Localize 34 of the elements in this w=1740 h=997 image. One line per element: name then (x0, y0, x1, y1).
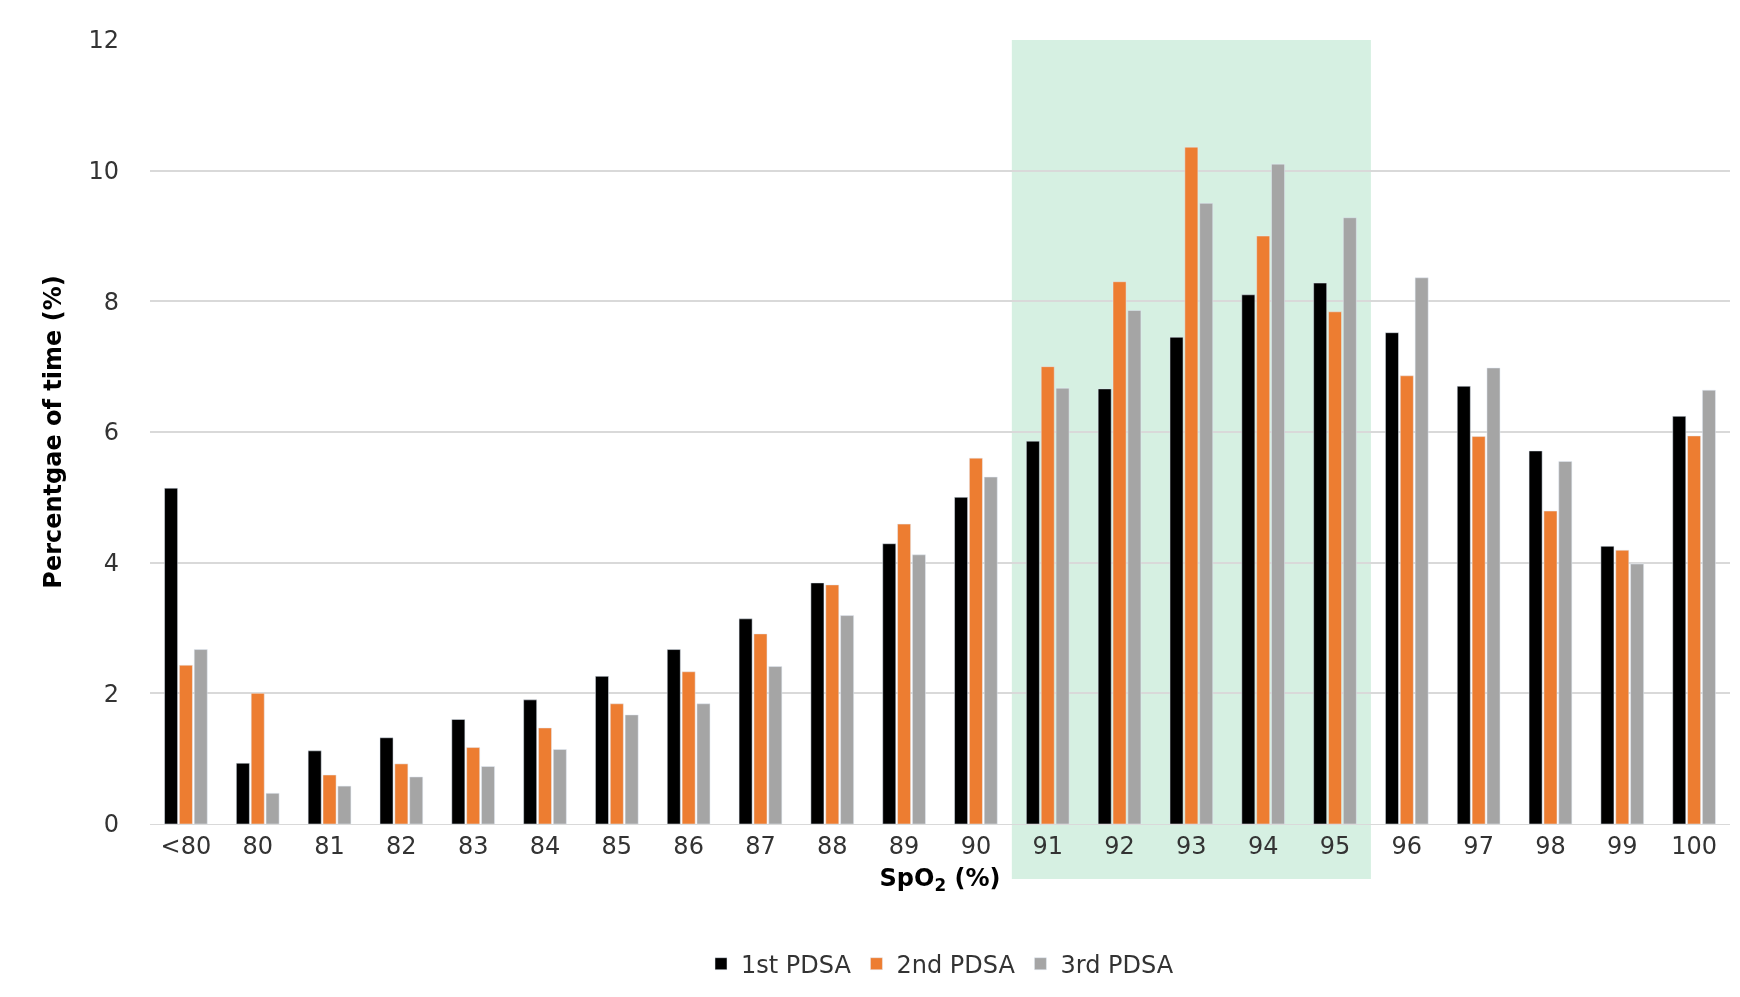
y-tick-label: 10 (88, 157, 119, 186)
x-tick-label: 80 (242, 831, 273, 860)
x-tick-label: 93 (1176, 831, 1207, 860)
x-tick-label: 87 (745, 831, 776, 860)
x-tick-label: 88 (817, 831, 848, 860)
legend-label: 3rd PDSA (1060, 951, 1174, 980)
x-tick-label: 99 (1607, 831, 1638, 860)
x-tick-label: 84 (529, 831, 561, 860)
legend-label: 2nd PDSA (896, 951, 1016, 980)
legend-label: 1st PDSA (741, 951, 852, 980)
x-axis-title: SpO$_{2}$ (%) (879, 864, 1001, 896)
x-tick-label: 98 (1535, 831, 1566, 860)
x-tick-label: 94 (1247, 831, 1279, 860)
y-tick-label: 12 (88, 26, 119, 55)
x-tick-label: 86 (673, 831, 704, 860)
y-tick-label: 6 (103, 418, 119, 447)
x-tick-label: 100 (1671, 831, 1717, 860)
y-axis-title: Percentgae of time (%) (38, 275, 67, 589)
x-tick-label: 81 (314, 831, 345, 860)
x-tick-label: 82 (386, 831, 417, 860)
x-tick-label: 83 (457, 831, 489, 860)
x-tick-label: 91 (1032, 831, 1063, 860)
x-tick-label: 85 (601, 831, 633, 860)
y-tick-label: 2 (103, 679, 119, 708)
y-tick-label: 0 (103, 810, 119, 839)
x-tick-label: 90 (960, 831, 992, 860)
x-tick-label: 96 (1391, 831, 1423, 860)
y-tick-label: 4 (103, 549, 119, 578)
x-tick-label: <80 (160, 831, 212, 860)
x-tick-label: 92 (1104, 831, 1135, 860)
x-tick-label: 97 (1463, 831, 1494, 860)
y-tick-label: 8 (103, 287, 119, 316)
x-tick-label: 89 (888, 831, 920, 860)
x-tick-label: 95 (1319, 831, 1351, 860)
